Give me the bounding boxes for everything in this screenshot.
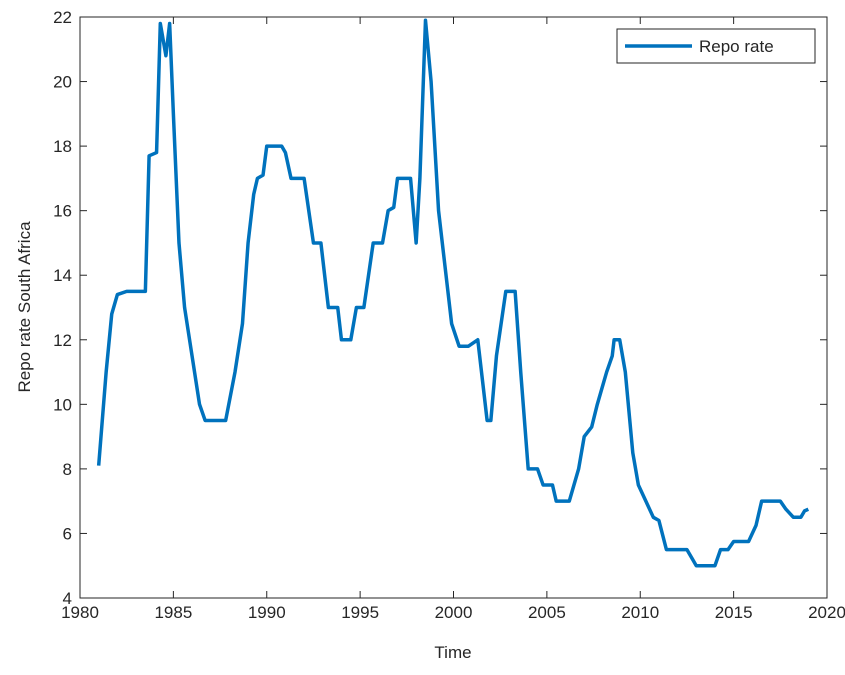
y-tick-label: 10 xyxy=(53,395,72,414)
x-tick-label: 2015 xyxy=(715,603,753,622)
x-tick-label: 1980 xyxy=(61,603,99,622)
x-tick-label: 2020 xyxy=(808,603,845,622)
y-tick-label: 16 xyxy=(53,202,72,221)
y-tick-label: 6 xyxy=(63,524,72,543)
x-axis-label: Time xyxy=(434,643,471,662)
x-tick-label: 1995 xyxy=(341,603,379,622)
legend-label: Repo rate xyxy=(699,37,774,56)
x-tick-label: 2005 xyxy=(528,603,566,622)
data-line xyxy=(96,18,810,568)
x-tick-label: 1990 xyxy=(248,603,286,622)
y-tick-label: 8 xyxy=(63,460,72,479)
x-tick-label: 2000 xyxy=(435,603,473,622)
y-tick-label: 18 xyxy=(53,137,72,156)
plot-frame xyxy=(79,16,828,599)
x-tick-label: 1985 xyxy=(154,603,192,622)
y-tick-label: 20 xyxy=(53,73,72,92)
y-tick-label: 22 xyxy=(53,8,72,27)
x-tick-label: 2010 xyxy=(621,603,659,622)
y-axis-label: Repo rate South Africa xyxy=(15,221,34,393)
y-tick-label: 12 xyxy=(53,331,72,350)
y-tick-label: 14 xyxy=(53,266,72,285)
y-tick-label: 4 xyxy=(63,589,72,608)
